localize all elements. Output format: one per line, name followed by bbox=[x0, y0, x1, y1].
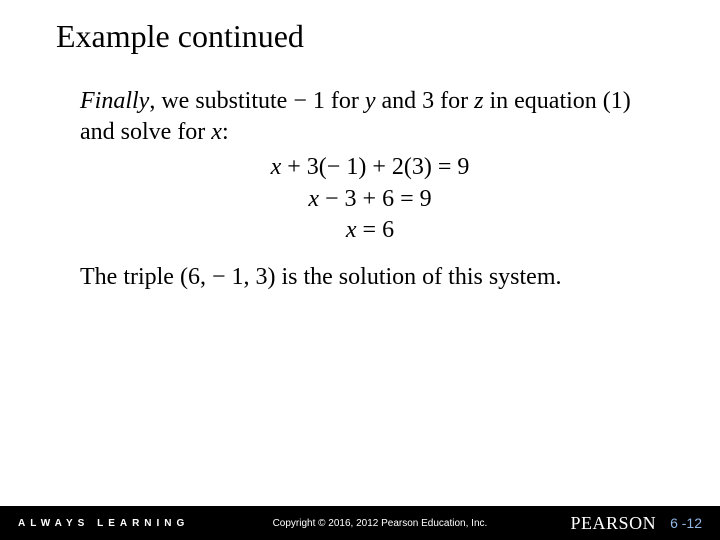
eq-text: + 3(− 1) + 2(3) = 9 bbox=[281, 154, 469, 180]
text-segment: , we substitute − 1 for bbox=[149, 88, 365, 114]
equation-line-3: x = 6 bbox=[80, 215, 660, 246]
copyright-text: Copyright © 2016, 2012 Pearson Education… bbox=[189, 518, 570, 529]
footer-bar: ALWAYS LEARNING Copyright © 2016, 2012 P… bbox=[0, 506, 720, 540]
always-learning-label: ALWAYS LEARNING bbox=[18, 518, 189, 529]
equation-line-1: x + 3(− 1) + 2(3) = 9 bbox=[80, 152, 660, 183]
var-x: x bbox=[211, 119, 222, 145]
equation-line-2: x − 3 + 6 = 9 bbox=[80, 184, 660, 215]
paragraph-substitute: Finally, we substitute − 1 for y and 3 f… bbox=[80, 86, 660, 148]
var-x: x bbox=[346, 217, 357, 243]
text-segment: : bbox=[222, 119, 229, 145]
word-finally: Finally bbox=[80, 88, 149, 114]
pearson-brand: PEARSON bbox=[571, 513, 657, 534]
equation-block: x + 3(− 1) + 2(3) = 9 x − 3 + 6 = 9 x = … bbox=[80, 152, 660, 246]
slide-number: 6 -12 bbox=[670, 515, 702, 531]
slide: Example continued Finally, we substitute… bbox=[0, 0, 720, 540]
slide-title: Example continued bbox=[56, 18, 304, 55]
var-y: y bbox=[365, 88, 376, 114]
eq-text: = 6 bbox=[357, 217, 395, 243]
eq-text: − 3 + 6 = 9 bbox=[319, 186, 432, 212]
slide-body: Finally, we substitute − 1 for y and 3 f… bbox=[80, 86, 660, 293]
var-x: x bbox=[271, 154, 282, 180]
paragraph-solution: The triple (6, − 1, 3) is the solution o… bbox=[80, 262, 660, 293]
text-segment: and 3 for bbox=[376, 88, 475, 114]
var-x: x bbox=[308, 186, 319, 212]
